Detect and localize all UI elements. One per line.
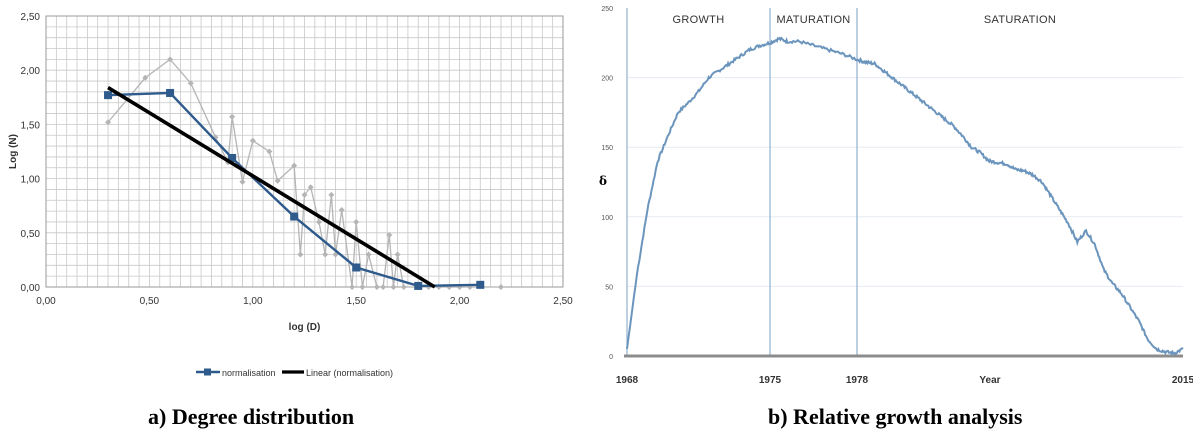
linear-trend-line bbox=[107, 86, 436, 289]
y-tick-label: 50 bbox=[605, 284, 613, 291]
x-tick-label: 0,00 bbox=[36, 296, 56, 307]
raw-series-point bbox=[315, 218, 322, 225]
phase-label: SATURATION bbox=[984, 14, 1056, 26]
normalisation-series-point bbox=[166, 88, 175, 97]
y-tick-label: 200 bbox=[601, 76, 613, 83]
plot-area-border bbox=[45, 15, 564, 288]
raw-series-point bbox=[497, 284, 504, 290]
x-tick-label: 2,50 bbox=[553, 296, 573, 307]
delta-series-line bbox=[626, 36, 1184, 357]
y-tick-label: 1,00 bbox=[21, 175, 41, 186]
raw-series-point bbox=[301, 191, 308, 198]
caption-degree-distribution: a) Degree distribution bbox=[148, 404, 355, 429]
x-tick-label: 2,00 bbox=[450, 296, 470, 307]
raw-series-point bbox=[266, 148, 273, 155]
raw-series-point bbox=[187, 80, 194, 87]
raw-series-point bbox=[105, 119, 112, 126]
phase-label: GROWTH bbox=[673, 14, 725, 26]
y-tick-label: 150 bbox=[601, 145, 613, 152]
raw-series-point bbox=[142, 74, 149, 81]
normalisation-series-point bbox=[352, 263, 361, 272]
raw-series-point bbox=[394, 251, 401, 258]
raw-series-point bbox=[239, 178, 246, 185]
raw-series-point bbox=[380, 284, 387, 290]
x-axis-label: Year bbox=[979, 375, 1000, 386]
legend-linear-label: Linear (normalisation) bbox=[306, 368, 393, 378]
x-tick-label: 1968 bbox=[616, 375, 639, 386]
raw-series-point bbox=[365, 251, 372, 258]
y-tick-label: 0 bbox=[609, 354, 613, 361]
normalisation-series-point bbox=[290, 212, 299, 221]
y-tick-label: 2,00 bbox=[21, 66, 41, 77]
x-axis-label: log (D) bbox=[289, 322, 321, 333]
x-tick-label: 1978 bbox=[846, 375, 869, 386]
y-axis-label: δ bbox=[599, 174, 607, 188]
raw-series-point bbox=[229, 113, 236, 120]
x-tick-label: 1,50 bbox=[346, 296, 366, 307]
y-tick-label: 0,50 bbox=[21, 229, 41, 240]
normalisation-series-point bbox=[104, 91, 113, 100]
raw-series-point bbox=[274, 177, 281, 184]
normalisation-series-point bbox=[476, 280, 485, 289]
raw-series-point bbox=[353, 218, 360, 225]
x-tick-label: 2015 bbox=[1172, 375, 1193, 386]
raw-series-point bbox=[322, 251, 329, 258]
raw-series-point bbox=[307, 184, 314, 191]
x-tick-label: 1975 bbox=[759, 375, 782, 386]
x-tick-label: 1,00 bbox=[243, 296, 263, 307]
raw-series-point bbox=[338, 207, 345, 214]
y-tick-label: 0,00 bbox=[21, 283, 41, 294]
raw-series-point bbox=[373, 284, 380, 290]
raw-series-point bbox=[249, 137, 256, 144]
raw-series-point bbox=[359, 284, 366, 290]
y-tick-label: 1,50 bbox=[21, 120, 41, 131]
normalisation-series-point bbox=[414, 281, 423, 290]
phase-label: MATURATION bbox=[776, 14, 850, 26]
caption-relative-growth: b) Relative growth analysis bbox=[768, 404, 1023, 429]
raw-series-point bbox=[349, 284, 356, 290]
legend-normalisation-marker bbox=[204, 368, 211, 376]
raw-series-point bbox=[390, 284, 397, 290]
y-tick-label: 2,50 bbox=[21, 12, 41, 23]
raw-series-point bbox=[291, 162, 298, 169]
x-tick-label: 0,50 bbox=[140, 296, 160, 307]
raw-series-point bbox=[167, 56, 174, 63]
raw-series-point bbox=[328, 191, 335, 198]
relative-growth-chart: 0 50 100 150 200 250 1968 1975 1978 2015 Year δ GROW… bbox=[599, 6, 1193, 386]
degree-distribution-chart: 0,00 0,50 1,00 1,50 2,00 2,50 0,00 0,50 1,00 1,50… bbox=[8, 12, 573, 378]
y-tick-label: 100 bbox=[601, 215, 613, 222]
raw-series-point bbox=[297, 251, 304, 258]
raw-series-point bbox=[386, 231, 393, 238]
legend-normalisation-label: normalisation bbox=[222, 368, 276, 378]
raw-series-point bbox=[400, 284, 407, 290]
normalisation-series-point bbox=[228, 154, 237, 163]
y-axis-label: Log (N) bbox=[8, 134, 19, 169]
y-tick-label: 250 bbox=[601, 6, 613, 13]
